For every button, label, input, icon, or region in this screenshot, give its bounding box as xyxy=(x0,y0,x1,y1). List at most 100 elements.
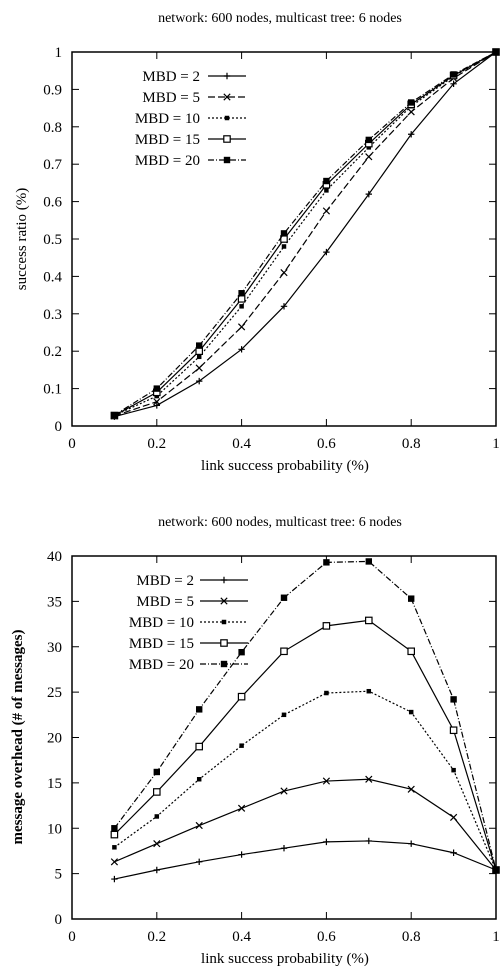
open-square-marker xyxy=(280,647,288,656)
legend-entry: MBD = 2 xyxy=(142,69,246,85)
small-square-marker xyxy=(239,304,244,309)
x-tick-label: 0 xyxy=(68,929,76,945)
legend-label: MBD = 15 xyxy=(135,132,200,148)
legend-label: MBD = 10 xyxy=(135,111,200,127)
cross-marker xyxy=(237,323,246,331)
plus-marker xyxy=(365,837,372,845)
y-tick-label: 25 xyxy=(47,685,62,701)
filled-square-marker xyxy=(280,230,288,237)
small-square-marker xyxy=(281,712,287,718)
series-line xyxy=(114,51,497,416)
series-4 xyxy=(110,616,500,874)
x-tick-label: 0.2 xyxy=(147,436,166,452)
plus-marker xyxy=(111,875,118,883)
plus-marker xyxy=(153,866,160,874)
cross-marker xyxy=(407,785,415,793)
filled-square-marker xyxy=(196,706,203,713)
message-overhead-chart-svg: network: 600 nodes, multicast tree: 6 no… xyxy=(10,515,500,967)
y-axis-label: success ratio (%) xyxy=(14,188,30,290)
y-axis-label: message overhead (# of messages) xyxy=(10,630,26,845)
series-line xyxy=(114,778,497,871)
legend-label: MBD = 15 xyxy=(129,636,194,652)
x-tick-label: 0.4 xyxy=(232,929,251,945)
legend-entry: MBD = 2 xyxy=(136,573,248,589)
small-square-marker xyxy=(366,688,372,694)
y-tick-label: 1 xyxy=(55,45,63,61)
small-square-marker xyxy=(112,845,117,850)
y-tick-label: 0.4 xyxy=(43,269,62,285)
filled-square-marker xyxy=(450,696,457,703)
y-tick-label: 5 xyxy=(55,867,63,883)
y-tick-label: 35 xyxy=(47,594,62,610)
series-2 xyxy=(110,775,500,874)
cross-marker xyxy=(449,813,458,821)
small-square-marker xyxy=(154,814,160,819)
plot-frame xyxy=(71,555,497,920)
plus-marker xyxy=(323,838,330,846)
cross-marker xyxy=(280,787,288,795)
x-tick-label: 0.6 xyxy=(317,929,336,945)
plus-marker xyxy=(323,248,330,256)
cross-marker xyxy=(237,804,246,812)
small-square-marker xyxy=(451,767,456,773)
y-tick-label: 0.8 xyxy=(43,120,62,136)
legend-entry: MBD = 20 xyxy=(129,657,248,673)
x-axis-label: link success probability (%) xyxy=(201,951,369,967)
legend-label: MBD = 10 xyxy=(129,615,194,631)
filled-square-marker xyxy=(220,660,228,668)
legend-entry: MBD = 15 xyxy=(129,636,248,652)
open-square-marker xyxy=(195,742,204,751)
legend-entry: MBD = 20 xyxy=(135,153,246,169)
x-tick-label: 0.2 xyxy=(147,929,166,945)
series-line xyxy=(113,560,497,871)
plus-marker xyxy=(238,851,245,858)
y-tick-label: 40 xyxy=(47,549,62,565)
series-line xyxy=(114,51,497,417)
legend-label: MBD = 5 xyxy=(142,90,200,106)
small-square-marker xyxy=(224,115,230,121)
filled-square-marker xyxy=(111,825,118,832)
small-square-marker xyxy=(408,709,414,715)
small-square-marker xyxy=(239,743,244,748)
x-tick-label: 1 xyxy=(492,929,500,945)
cross-marker xyxy=(110,858,119,866)
open-square-marker xyxy=(223,135,231,143)
open-square-marker xyxy=(195,347,204,356)
filled-square-marker xyxy=(492,866,500,874)
legend-entry: MBD = 15 xyxy=(135,132,246,148)
series-line xyxy=(114,51,497,417)
filled-square-marker xyxy=(365,558,372,565)
filled-square-marker xyxy=(408,99,415,106)
plus-marker xyxy=(220,576,228,584)
filled-square-marker xyxy=(111,411,118,419)
series-line xyxy=(114,690,497,871)
filled-square-marker xyxy=(196,342,203,349)
series-line xyxy=(114,840,497,880)
plus-marker xyxy=(365,190,372,198)
plus-marker xyxy=(153,402,160,409)
plus-marker xyxy=(238,346,245,353)
series-line xyxy=(113,619,497,871)
filled-square-marker xyxy=(450,71,457,78)
cross-marker xyxy=(322,207,331,215)
y-tick-label: 0 xyxy=(55,912,63,928)
plus-marker xyxy=(196,377,203,385)
open-square-marker xyxy=(322,622,331,630)
y-tick-label: 0.3 xyxy=(43,307,62,323)
plus-marker xyxy=(450,849,457,856)
series-line xyxy=(114,51,497,418)
legend-label: MBD = 2 xyxy=(142,69,200,85)
filled-square-marker xyxy=(153,768,160,776)
open-square-marker xyxy=(153,788,161,796)
chart-title: network: 600 nodes, multicast tree: 6 no… xyxy=(158,515,402,530)
legend-label: MBD = 20 xyxy=(135,153,200,169)
chart-title: network: 600 nodes, multicast tree: 6 no… xyxy=(158,11,402,26)
cross-marker xyxy=(407,108,415,116)
plus-marker xyxy=(408,840,415,847)
cross-marker xyxy=(153,398,161,406)
filled-square-marker xyxy=(238,290,245,297)
y-tick-label: 10 xyxy=(47,821,62,837)
message-overhead-chart: network: 600 nodes, multicast tree: 6 no… xyxy=(0,485,500,971)
cross-marker xyxy=(322,777,331,785)
